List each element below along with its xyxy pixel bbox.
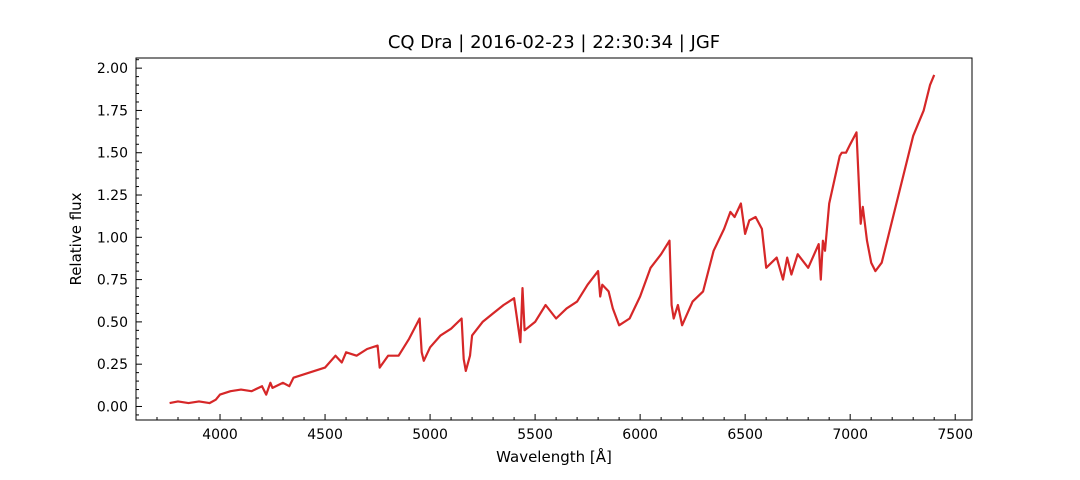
y-tick-label: 1.25 bbox=[97, 188, 128, 204]
plot-frame bbox=[135, 57, 973, 421]
x-tick-label: 6000 bbox=[622, 427, 658, 443]
y-axis-label: Relative flux bbox=[67, 192, 85, 285]
y-tick-label: 2.00 bbox=[97, 61, 128, 77]
y-tick-label: 0.25 bbox=[97, 357, 128, 373]
x-tick-label: 4000 bbox=[202, 427, 238, 443]
x-tick-label: 5500 bbox=[517, 427, 553, 443]
y-tick-label: 1.50 bbox=[97, 146, 128, 162]
x-tick-label: 5000 bbox=[412, 427, 448, 443]
y-tick-label: 0.50 bbox=[97, 315, 128, 331]
x-tick-label: 6500 bbox=[727, 427, 763, 443]
x-tick-label: 4500 bbox=[307, 427, 343, 443]
y-tick-label: 0.75 bbox=[97, 273, 128, 289]
spectrum-series-line bbox=[169, 74, 936, 405]
x-tick-label: 7000 bbox=[832, 427, 868, 443]
chart-title: CQ Dra | 2016-02-23 | 22:30:34 | JGF bbox=[388, 32, 720, 53]
x-axis-label: Wavelength [Å] bbox=[496, 447, 612, 466]
y-tick-label: 1.75 bbox=[97, 103, 128, 119]
x-tick-label: 7500 bbox=[937, 427, 973, 443]
y-tick-label: 0.00 bbox=[97, 399, 128, 415]
y-tick-label: 1.00 bbox=[97, 230, 128, 246]
